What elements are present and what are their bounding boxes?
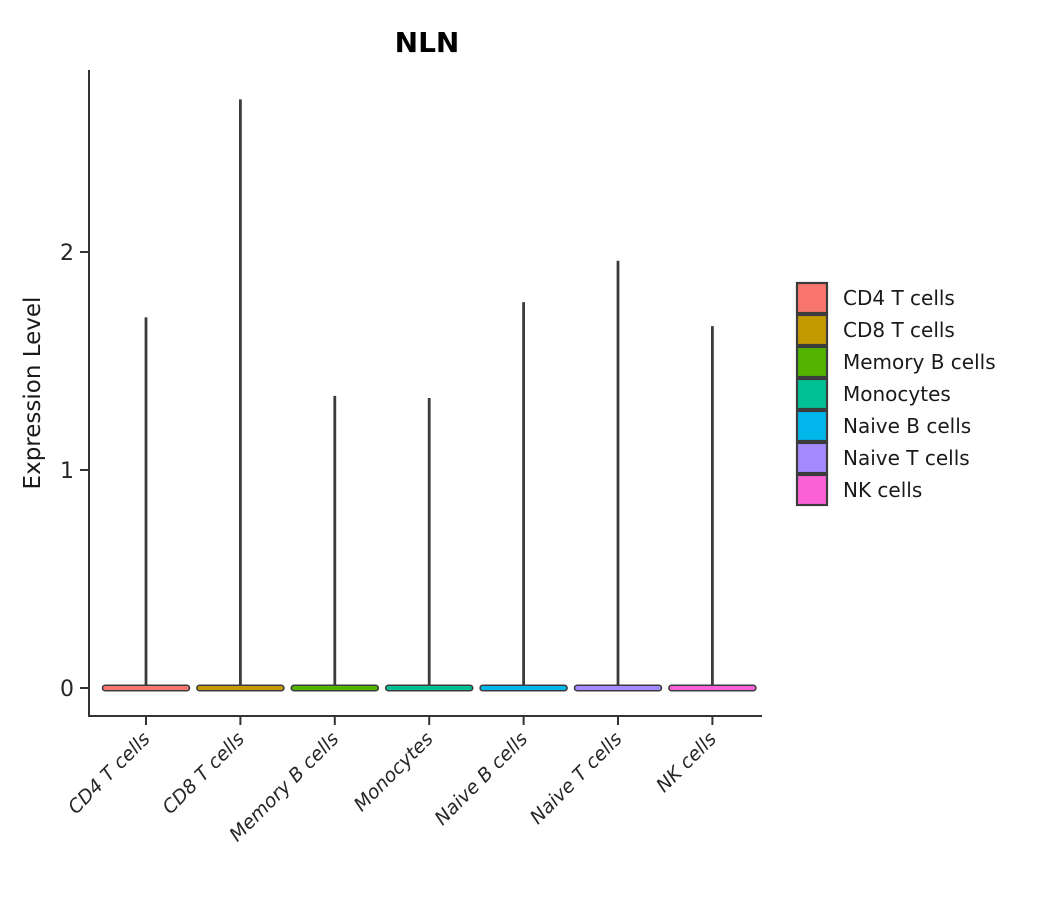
legend-swatch: [795, 313, 829, 347]
violin-base: [668, 684, 757, 692]
legend-swatch: [795, 409, 829, 443]
x-tick-label: Naive B cells: [430, 728, 532, 830]
legend-item: Monocytes: [795, 377, 951, 411]
legend-item: Naive T cells: [795, 441, 970, 475]
violin-base: [101, 684, 191, 692]
violin-nk-cells: [668, 326, 757, 692]
x-tick-label: Monocytes: [350, 728, 438, 816]
legend-label: CD4 T cells: [843, 286, 955, 310]
legend-label: Naive B cells: [843, 414, 971, 438]
legend-label: Monocytes: [843, 382, 951, 406]
legend-item: CD4 T cells: [795, 281, 955, 315]
y-tick-label: 0: [60, 677, 74, 702]
violin-base: [196, 684, 285, 692]
legend-swatch: [795, 345, 829, 379]
y-axis-title: Expression Level: [20, 297, 46, 490]
legend-label: CD8 T cells: [843, 318, 955, 342]
violin-naive-b-cells: [479, 302, 568, 692]
violin-base: [479, 684, 568, 692]
y-tick-label: 1: [60, 459, 74, 484]
legend-swatch: [795, 377, 829, 411]
legend-swatch: [795, 473, 829, 507]
violin-base: [290, 684, 380, 692]
legend-item: NK cells: [795, 473, 922, 507]
violin-base: [573, 684, 663, 692]
chart-title: NLN: [395, 26, 460, 59]
y-tick-label: 2: [60, 241, 74, 266]
legend-item: Memory B cells: [795, 345, 996, 379]
violins: [101, 99, 757, 692]
legend-swatch: [795, 441, 829, 475]
violin-naive-t-cells: [573, 260, 663, 692]
legend-label: Naive T cells: [843, 446, 970, 470]
legend-swatch: [795, 281, 829, 315]
violin-memory-b-cells: [290, 395, 380, 692]
x-tick-label: Naive T cells: [526, 728, 627, 829]
violin-monocytes: [384, 398, 474, 692]
x-tick-label: CD4 T cells: [64, 728, 155, 819]
violin-cd4-t-cells: [101, 317, 191, 692]
violin-cd8-t-cells: [196, 99, 285, 692]
x-tick-label: NK cells: [652, 728, 721, 797]
legend: CD4 T cells CD8 T cells Memory B cells Mono…: [795, 281, 996, 507]
y-axis-ticks: 0 1 2: [60, 241, 89, 702]
legend-item: Naive B cells: [795, 409, 971, 443]
x-tick-label: CD8 T cells: [158, 728, 249, 819]
violin-base: [384, 684, 474, 692]
legend-item: CD8 T cells: [795, 313, 955, 347]
axes: [88, 70, 762, 717]
legend-label: Memory B cells: [843, 350, 996, 374]
legend-label: NK cells: [843, 478, 922, 502]
